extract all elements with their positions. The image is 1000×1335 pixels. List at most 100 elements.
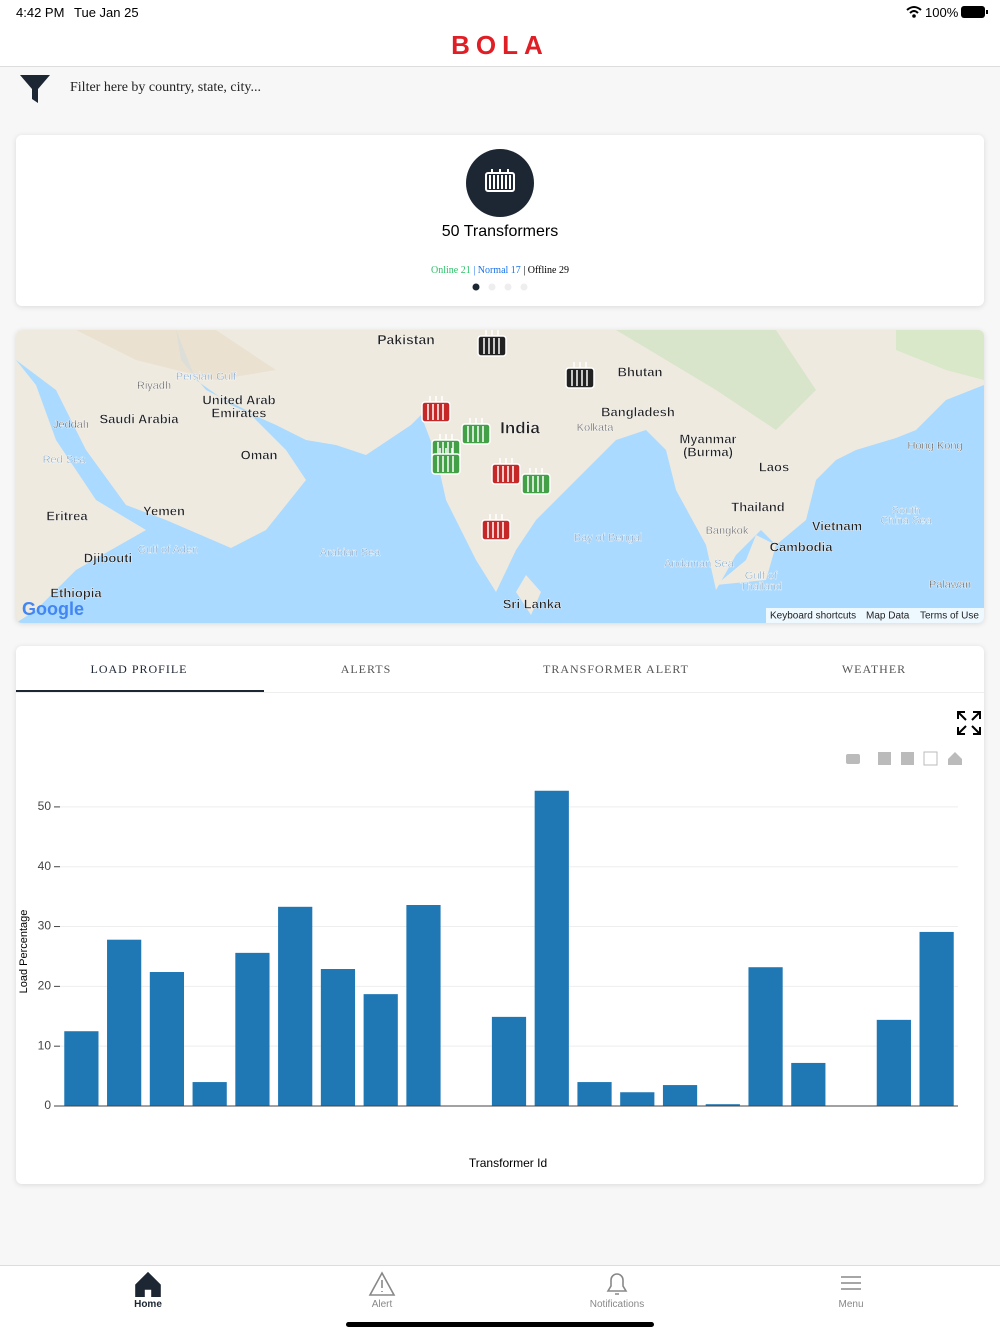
tab[interactable]: LOAD PROFILE [90,662,188,676]
pager-dots[interactable] [470,281,530,293]
transformer-marker[interactable] [477,330,507,357]
map-label: United Arab [202,392,275,407]
map-label: Sri Lanka [503,596,562,611]
map-label: Gulf of [745,570,778,582]
nav-label[interactable]: Home [134,1299,162,1310]
map-label: (Burma) [683,444,733,459]
map-label: Riyadh [137,380,171,392]
logo: BOLA [451,30,549,60]
nav-label[interactable]: Menu [838,1299,864,1310]
map-label: Yemen [143,503,185,518]
map-footer-link: Terms of Use [920,611,979,622]
marker-fins [467,418,484,442]
top-bar: 4:42 PM Tue Jan 25 100% BOLA [0,0,1000,67]
map-label: Bangkok [706,525,749,537]
expand-icon[interactable] [956,710,982,736]
map-label: Andaman Sea [664,558,735,570]
map-label: Thailand [740,581,782,593]
map-label: Persian Gulf [176,371,237,383]
map-label: Vietnam [812,518,862,533]
tab[interactable]: ALERTS [340,662,392,676]
marker-fins [487,514,504,538]
marker-fins [437,448,454,472]
map-label: Saudi Arabia [100,411,180,426]
map-label: Myanmar [679,431,736,446]
nav-icon [368,1271,396,1296]
offline-count: Offline 29 [527,265,569,276]
nav-label[interactable]: Notifications [589,1299,645,1310]
marker-body [461,423,491,445]
map-label: India [500,418,540,437]
map-attribution: Google [22,599,84,619]
map-label: Kolkata [577,422,615,434]
summary-card: 50 Transformers Online 21 | Normal 17 | … [16,135,984,306]
marker-fins [527,468,544,492]
summary-title: 50 Transformers [441,223,559,240]
nav-icon-shape [841,1276,861,1290]
map-label: Hong Kong [907,440,962,452]
separator: | [523,265,526,276]
tab[interactable]: WEATHER [841,662,907,676]
marker-fins [437,434,454,458]
marker-body [431,453,461,475]
transformer-marker[interactable] [521,468,551,495]
map-label: Bay of Bengal [574,532,643,544]
online-count: Online 21 [431,265,471,276]
map-label: Red Sea [43,454,87,466]
status-battery: 100% [925,5,959,20]
filter-icon [20,75,50,103]
marker-body [477,335,507,357]
map-card[interactable]: Pakistan Bhutan India Bangladesh Kolkata Myan… [16,330,984,623]
marker-body [521,473,551,495]
marker-body [421,401,451,423]
map-label: Oman [241,447,278,462]
map[interactable]: Pakistan Bhutan India Bangladesh Kolkata Myan… [16,330,984,623]
map-label: Emirates [212,405,267,420]
status-date: Tue Jan 25 [74,5,139,20]
separator: | [473,265,476,276]
transformer-marker[interactable] [481,514,511,541]
map-label: Palawan [929,579,971,591]
normal-count: Normal 17 [477,265,521,276]
active-tab-indicator [16,690,264,692]
map-label: Bhutan [618,364,663,379]
transformer-marker[interactable] [565,362,595,389]
transformer-icon [466,149,534,217]
map-label: Cambodia [770,539,834,554]
map-label: Gulf of Aden [138,544,199,556]
transformer-marker[interactable] [461,418,491,445]
transformer-marker[interactable] [421,396,451,423]
transformer-marker[interactable] [491,458,521,485]
transformer-marker[interactable] [431,448,461,475]
marker-body [565,367,595,389]
marker-fins [427,396,444,420]
bottom-nav: Home Alert Notifications Menu [0,1265,1000,1335]
chart-toolbar[interactable] [844,750,966,766]
marker-fins [571,362,588,386]
filter-bar[interactable]: Filter here by country, state, city... [0,67,1000,111]
status-time: 4:42 PM [16,5,65,20]
map-label: South [892,505,921,517]
map-label: Pakistan [377,332,435,348]
map-label: Laos [759,459,789,474]
nav-icon [606,1273,628,1295]
nav-icon [135,1271,161,1297]
status-icons [906,6,988,18]
map-label: Arabian Sea [320,547,381,559]
map-label: Djibouti [84,550,132,565]
nav-icon-shape [135,1271,161,1297]
map-label: Thailand [731,499,785,514]
marker-body [481,519,511,541]
nav-icon-shape [606,1273,628,1295]
tab[interactable]: TRANSFORMER ALERT [543,662,689,676]
map-footer-link: Map Data [866,611,910,622]
home-indicator [346,1322,654,1327]
map-label: China Sea [880,515,932,527]
nav-icon-shape [368,1271,396,1296]
marker-fins [497,458,514,482]
nav-icon [841,1276,861,1290]
map-footer [766,608,984,623]
filter-input[interactable]: Filter here by country, state, city... [70,80,262,95]
nav-label[interactable]: Alert [371,1299,393,1310]
